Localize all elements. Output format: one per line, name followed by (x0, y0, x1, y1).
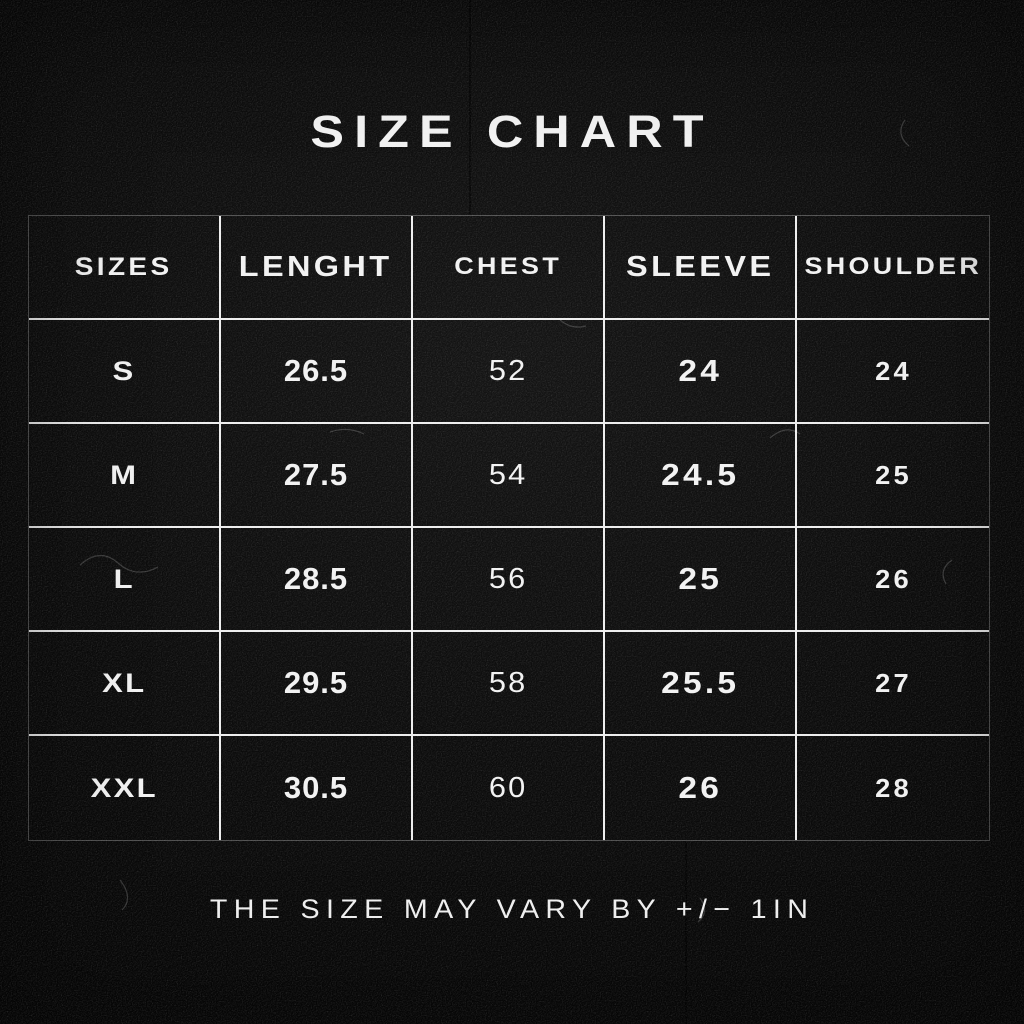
table-cell-size: XXL (29, 736, 221, 840)
table-cell-lenght: 30.5 (221, 736, 413, 840)
table-cell-sleeve: 25.5 (605, 632, 797, 736)
column-header-sleeve: SLEEVE (605, 216, 797, 320)
column-header-shoulder: SHOULDER (797, 216, 989, 320)
table-cell-shoulder: 26 (797, 528, 989, 632)
table-cell-shoulder: 25 (797, 424, 989, 528)
table-cell-size: XL (29, 632, 221, 736)
table-cell-sleeve: 24 (605, 320, 797, 424)
table-cell-lenght: 26.5 (221, 320, 413, 424)
table-cell-size: S (29, 320, 221, 424)
table-cell-lenght: 29.5 (221, 632, 413, 736)
footer-note-text: THE SIZE MAY VARY BY +/− 1IN (209, 894, 815, 924)
table-cell-chest: 56 (413, 528, 605, 632)
table-cell-shoulder: 28 (874, 772, 912, 803)
footer-note: THE SIZE MAY VARY BY +/− 1IN (0, 894, 1024, 925)
table-cell-chest: 52 (413, 320, 605, 424)
table-cell-size: L (29, 528, 221, 632)
column-header-chest: CHEST (413, 216, 605, 320)
table-cell-chest: 60 (413, 736, 605, 840)
table-cell-shoulder: 24 (797, 320, 989, 424)
table-cell-chest: 54 (413, 424, 605, 528)
column-header-lenght: LENGHT (221, 216, 413, 320)
column-header-sizes: SIZES (29, 216, 221, 320)
size-table: SIZES LENGHT CHEST SLEEVE SHOULDER S 26.… (28, 215, 990, 841)
table-cell-chest: 58 (413, 632, 605, 736)
texture-seam (685, 842, 687, 1024)
table-cell-size: M (29, 424, 221, 528)
table-cell-lenght: 28.5 (221, 528, 413, 632)
table-cell-sleeve: 24.5 (605, 424, 797, 528)
page-title-text: SIZE CHART (310, 106, 714, 157)
table-cell-sleeve: 26 (605, 736, 797, 840)
table-cell-shoulder: 27 (797, 632, 989, 736)
table-cell-lenght: 27.5 (221, 424, 413, 528)
table-cell-sleeve: 25 (605, 528, 797, 632)
page-title: SIZE CHART (0, 106, 1024, 158)
